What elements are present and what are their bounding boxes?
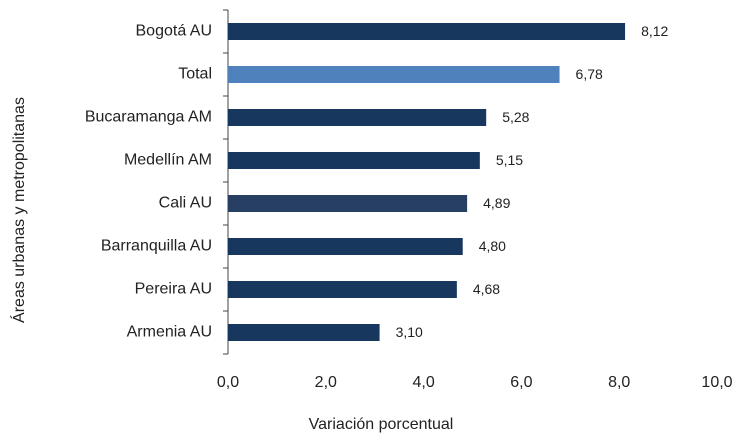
value-label: 4,68 xyxy=(473,281,500,297)
y-tick-label: Barranquilla AU xyxy=(101,238,212,255)
y-tick-label: Pereira AU xyxy=(135,281,212,298)
x-tick-label: 8,0 xyxy=(608,374,630,391)
x-tick-label: 10,0 xyxy=(701,374,732,391)
bar xyxy=(228,66,560,83)
y-tick-label: Bogotá AU xyxy=(136,23,213,40)
bar xyxy=(228,281,457,298)
value-label: 4,89 xyxy=(483,195,510,211)
x-axis-label: Variación porcentual xyxy=(309,416,454,433)
bar xyxy=(228,238,463,255)
value-label: 5,15 xyxy=(496,152,523,168)
y-tick-label: Cali AU xyxy=(159,195,212,212)
x-tick-label: 6,0 xyxy=(510,374,532,391)
x-tick-label: 2,0 xyxy=(315,374,337,391)
bar xyxy=(228,152,480,169)
value-label: 6,78 xyxy=(576,66,603,82)
y-tick-label: Medellín AM xyxy=(124,152,212,169)
y-axis-label: Áreas urbanas y metropolitanas xyxy=(9,97,28,323)
y-tick-label: Total xyxy=(178,66,212,83)
bar xyxy=(228,195,468,212)
x-tick-label: 0,0 xyxy=(217,374,239,391)
value-label: 3,10 xyxy=(396,324,423,340)
bar xyxy=(228,324,380,341)
y-tick-label: Armenia AU xyxy=(127,324,212,341)
bar xyxy=(228,109,487,126)
value-label: 4,80 xyxy=(479,238,506,254)
x-tick-label: 4,0 xyxy=(412,374,434,391)
value-label: 8,12 xyxy=(641,23,668,39)
y-tick-label: Bucaramanga AM xyxy=(85,109,212,126)
bar xyxy=(228,23,626,40)
value-label: 5,28 xyxy=(502,109,529,125)
